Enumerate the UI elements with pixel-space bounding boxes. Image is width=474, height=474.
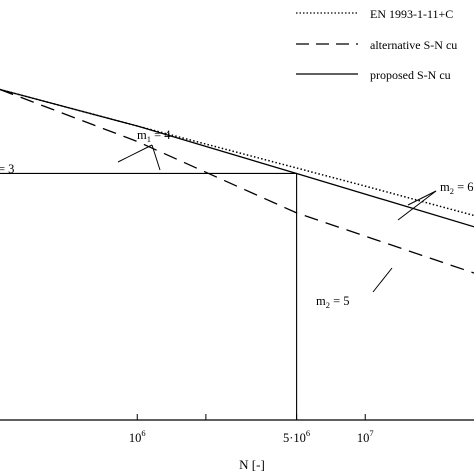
annotation-m2-5: m2 = 5: [316, 294, 350, 310]
annotation-leaders: [117, 144, 437, 293]
annotation-m1: m1 = 4: [137, 128, 171, 144]
series-line-en1993: [0, 88, 474, 217]
leader-m1-a: [117, 144, 153, 163]
x-ticks: 106 5·106 107: [129, 414, 374, 445]
x-axis-label: N [-]: [239, 457, 265, 472]
legend-label-1: alternative S-N cu: [370, 38, 457, 52]
leader-m2-6-a: [407, 190, 437, 206]
annotation-m2-6: m2 = 6: [440, 180, 474, 196]
leader-m1-b: [151, 144, 161, 171]
x-tick-label: 106: [129, 428, 146, 445]
x-tick-label: 5·106: [283, 428, 310, 445]
annotation-m-3: = 3: [0, 162, 14, 176]
series-line-proposed: [0, 88, 474, 228]
leader-m2-5: [372, 267, 393, 293]
series-line-alternative: [0, 88, 474, 274]
legend-label-2: proposed S-N cu: [370, 68, 451, 82]
x-tick-label: 107: [357, 428, 374, 445]
leader-m2-6-b: [397, 190, 437, 221]
legend: EN 1993-1-11+C alternative S-N cu propos…: [296, 7, 457, 82]
legend-label-0: EN 1993-1-11+C: [370, 7, 453, 21]
